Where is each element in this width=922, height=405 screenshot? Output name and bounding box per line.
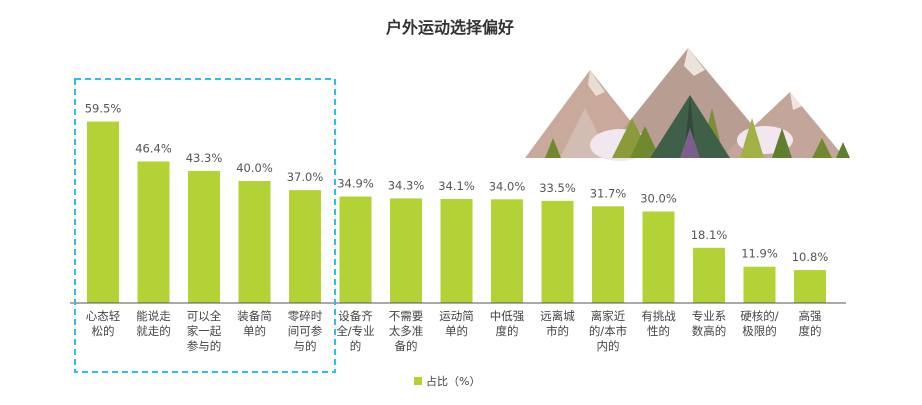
bar-2	[137, 161, 170, 303]
bar-10	[541, 200, 574, 303]
bar-5	[289, 190, 321, 303]
x-tick-label-14: 硬核的/极限的	[740, 309, 778, 338]
value-label-5: 37.0%	[287, 170, 324, 184]
x-tick-label-5: 零碎时间可参与的	[288, 309, 323, 353]
bar-group	[87, 121, 826, 304]
bar-7	[390, 198, 422, 303]
bar-11	[592, 206, 624, 303]
legend-swatch	[414, 377, 422, 385]
bar-6	[339, 196, 372, 303]
highlight-box	[74, 78, 336, 373]
x-tick-label-13: 专业系数高的	[692, 309, 727, 338]
bar-3	[188, 170, 220, 303]
legend-label: 占比（%）	[426, 374, 480, 388]
chart-title: 户外运动选择偏好	[386, 18, 514, 37]
bar-15	[794, 270, 826, 303]
value-label-1: 59.5%	[85, 102, 122, 116]
x-tick-label-11: 离家近的/本市内的	[589, 309, 627, 353]
x-tick-label-7: 不需要太多准备的	[389, 309, 424, 353]
x-tick-label-10: 远离城市的	[540, 309, 575, 338]
value-label-3: 43.3%	[186, 151, 223, 165]
bar-13	[693, 247, 725, 303]
value-label-7: 34.3%	[388, 178, 425, 192]
bar-14	[743, 266, 776, 303]
x-tick-label-1: 心态轻松的	[86, 309, 121, 338]
value-label-12: 30.0%	[640, 192, 677, 206]
value-label-14: 11.9%	[741, 247, 778, 261]
bar-8	[440, 198, 473, 303]
bar-9	[491, 199, 523, 303]
value-label-9: 34.0%	[489, 179, 526, 193]
x-tick-label-15: 高强度的	[799, 309, 822, 338]
value-label-11: 31.7%	[590, 186, 627, 200]
bar-12	[642, 211, 675, 303]
value-label-4: 40.0%	[236, 161, 273, 175]
value-label-6: 34.9%	[337, 177, 374, 191]
x-tick-label-6: 设备齐全/专业的	[336, 309, 374, 353]
value-label-15: 10.8%	[792, 250, 829, 264]
bar-4	[238, 181, 271, 303]
bar-1	[87, 121, 119, 304]
value-label-group: 59.5% 46.4% 43.3% 40.0% 37.0% 34.9% 34.3% 34.1%…	[85, 102, 829, 265]
x-tick-label-12: 有挑战性的	[641, 309, 676, 338]
mountain-illustration	[525, 48, 850, 161]
value-label-13: 18.1%	[691, 228, 728, 242]
x-tick-label-group: 心态轻松的能说走就走的可以全家一起参与的装备简单的零碎时间可参与的设备齐全/专业…	[86, 309, 822, 353]
x-tick-label-9: 中低强度的	[490, 309, 525, 338]
x-tick-label-3: 可以全家一起参与的	[187, 309, 222, 353]
value-label-2: 46.4%	[135, 141, 172, 155]
value-label-10: 33.5%	[539, 181, 576, 195]
x-tick-label-8: 运动简单的	[439, 309, 474, 338]
x-tick-label-4: 装备简单的	[237, 309, 272, 338]
x-tick-label-2: 能说走就走的	[136, 309, 171, 338]
value-label-8: 34.1%	[438, 179, 475, 193]
